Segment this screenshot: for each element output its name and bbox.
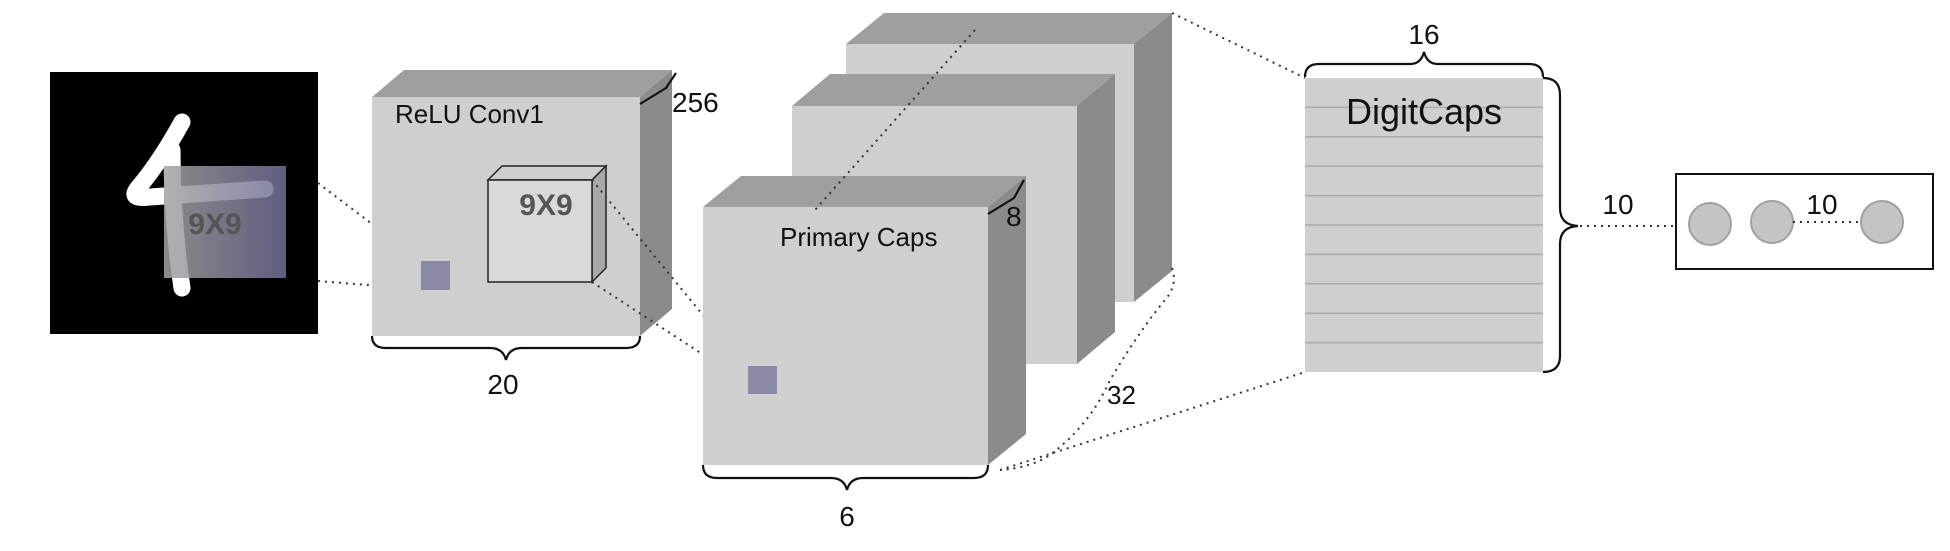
input-kernel-label: 9X9 bbox=[188, 208, 241, 241]
primary-caps-position-marker bbox=[748, 366, 777, 394]
digit-caps-side-label: 10 bbox=[1602, 189, 1633, 220]
relu-conv1-width-label: 20 bbox=[487, 369, 518, 400]
input-image: 9X9 bbox=[50, 72, 318, 334]
output-block: 10 bbox=[1675, 173, 1934, 270]
connector-input-top bbox=[317, 182, 423, 263]
relu-conv1-depth-label: 256 bbox=[672, 87, 719, 118]
connector-primary-to-digit-top bbox=[1171, 12, 1306, 79]
conv-kernel-front-face bbox=[487, 179, 593, 283]
digit-caps-top-label: 16 bbox=[1408, 19, 1439, 50]
primary-caps-middle-side-face bbox=[1077, 74, 1115, 364]
primary-caps-count-label: 32 bbox=[1107, 380, 1136, 410]
primary-caps-back-top-face bbox=[846, 13, 1172, 44]
output-node-10 bbox=[1860, 200, 1904, 244]
primary-caps-title: Primary Caps bbox=[780, 222, 937, 252]
connector-primary-caps-depth bbox=[814, 29, 976, 211]
primary-caps-front-side-face bbox=[988, 176, 1026, 465]
primary-caps-middle-top-face bbox=[792, 74, 1115, 106]
conv-kernel-label: 9X9 bbox=[519, 189, 572, 222]
primary-caps-front-front-face bbox=[703, 207, 988, 465]
primary-caps-front-block: Primary Caps bbox=[703, 176, 1026, 465]
primary-caps-width-label: 6 bbox=[839, 501, 855, 532]
primary-caps-count-brace bbox=[999, 267, 1175, 471]
relu-conv1-title: ReLU Conv1 bbox=[395, 99, 544, 129]
primary-caps-back-side-face bbox=[1134, 13, 1172, 302]
digit-caps-rows bbox=[1305, 106, 1543, 344]
relu-conv1-depth-tick bbox=[639, 72, 677, 105]
digit-caps-side-brace bbox=[1542, 76, 1579, 374]
conv-kernel-top-face bbox=[486, 165, 608, 181]
relu-conv1-top-face bbox=[372, 70, 672, 97]
conv-kernel-position-marker bbox=[421, 261, 450, 290]
digit-caps-title: DigitCaps bbox=[1346, 91, 1502, 132]
primary-caps-width-brace bbox=[701, 464, 990, 491]
relu-conv1-side-face bbox=[640, 70, 672, 336]
connector-primary-to-digit-bottom bbox=[999, 371, 1306, 471]
output-count-label: 10 bbox=[1806, 189, 1837, 220]
primary-caps-depth-tick bbox=[987, 179, 1025, 215]
primary-caps-depth-label: 8 bbox=[1006, 201, 1022, 232]
output-node-2 bbox=[1750, 200, 1794, 244]
conv-kernel-side-face bbox=[591, 164, 607, 284]
relu-conv1-block: ReLU Conv1 256 9X9 bbox=[372, 70, 719, 336]
input-kernel-window bbox=[164, 166, 286, 278]
digit-caps-top-brace bbox=[1303, 51, 1545, 78]
digit-caps-block: DigitCaps bbox=[1305, 78, 1543, 372]
relu-conv1-width-brace bbox=[370, 335, 642, 361]
primary-caps-front-top-face bbox=[703, 176, 1026, 207]
output-node-1 bbox=[1688, 202, 1732, 246]
